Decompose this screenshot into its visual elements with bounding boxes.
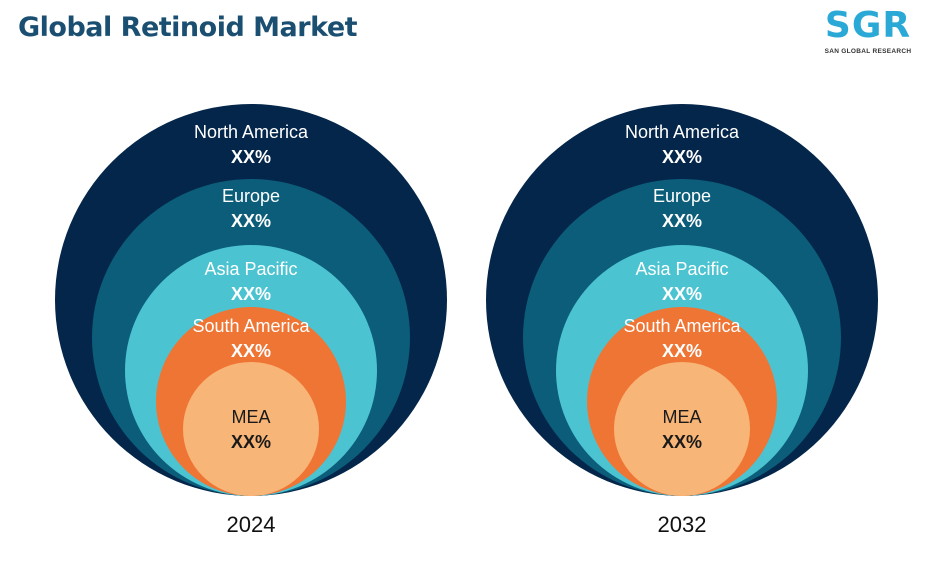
region-name: MEA [231, 407, 271, 427]
region-value: XX% [230, 341, 272, 361]
region-label-north-america: North America XX% [582, 120, 782, 170]
region-value: XX% [230, 211, 272, 231]
region-value: XX% [230, 284, 272, 304]
region-value: XX% [230, 147, 272, 167]
logo-mark: SGR [824, 5, 912, 46]
circle-mea [614, 362, 750, 496]
year-label: 2032 [657, 512, 707, 537]
region-value: XX% [661, 432, 703, 452]
region-name: Asia Pacific [635, 259, 729, 279]
region-name: South America [623, 316, 741, 336]
sgr-logo: SGR SAN GLOBAL RESEARCH [818, 6, 918, 58]
region-value: XX% [661, 284, 703, 304]
region-label-europe: Europe XX% [582, 184, 782, 234]
region-label-mea: MEA XX% [151, 405, 351, 455]
region-label-south-america: South America XX% [151, 314, 351, 364]
region-label-south-america: South America XX% [582, 314, 782, 364]
region-name: South America [192, 316, 310, 336]
page-title: Global Retinoid Market [18, 12, 358, 43]
region-name: North America [624, 122, 740, 142]
region-value: XX% [661, 147, 703, 167]
logo-subtitle: SAN GLOBAL RESEARCH [824, 48, 912, 55]
region-value: XX% [661, 341, 703, 361]
region-label-asia-pacific: Asia Pacific XX% [151, 257, 351, 307]
region-name: Asia Pacific [204, 259, 298, 279]
region-label-asia-pacific: Asia Pacific XX% [582, 257, 782, 307]
region-name: North America [193, 122, 309, 142]
region-value: XX% [661, 211, 703, 231]
region-label-europe: Europe XX% [151, 184, 351, 234]
circle-mea [183, 362, 319, 496]
region-value: XX% [230, 432, 272, 452]
region-name: Europe [221, 186, 281, 206]
region-name: MEA [662, 407, 702, 427]
region-name: Europe [652, 186, 712, 206]
year-label: 2024 [226, 512, 276, 537]
region-label-north-america: North America XX% [151, 120, 351, 170]
region-label-mea: MEA XX% [582, 405, 782, 455]
